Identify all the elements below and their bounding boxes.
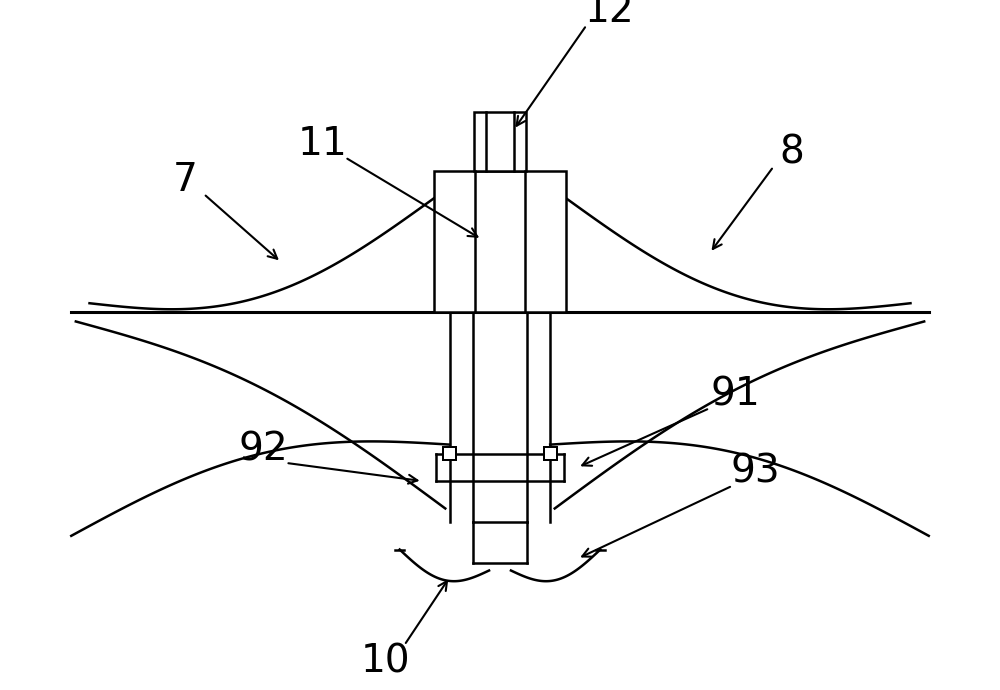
Text: 93: 93 (731, 453, 780, 491)
Text: 10: 10 (361, 642, 411, 681)
Text: 92: 92 (238, 430, 288, 469)
Bar (443, 447, 456, 460)
Bar (474, 112, 526, 171)
Bar (434, 171, 566, 313)
Bar (544, 447, 557, 460)
Text: 12: 12 (585, 0, 634, 30)
Text: 7: 7 (173, 161, 198, 199)
Text: 11: 11 (297, 125, 347, 163)
Text: 8: 8 (780, 134, 804, 172)
Text: 91: 91 (710, 375, 760, 413)
